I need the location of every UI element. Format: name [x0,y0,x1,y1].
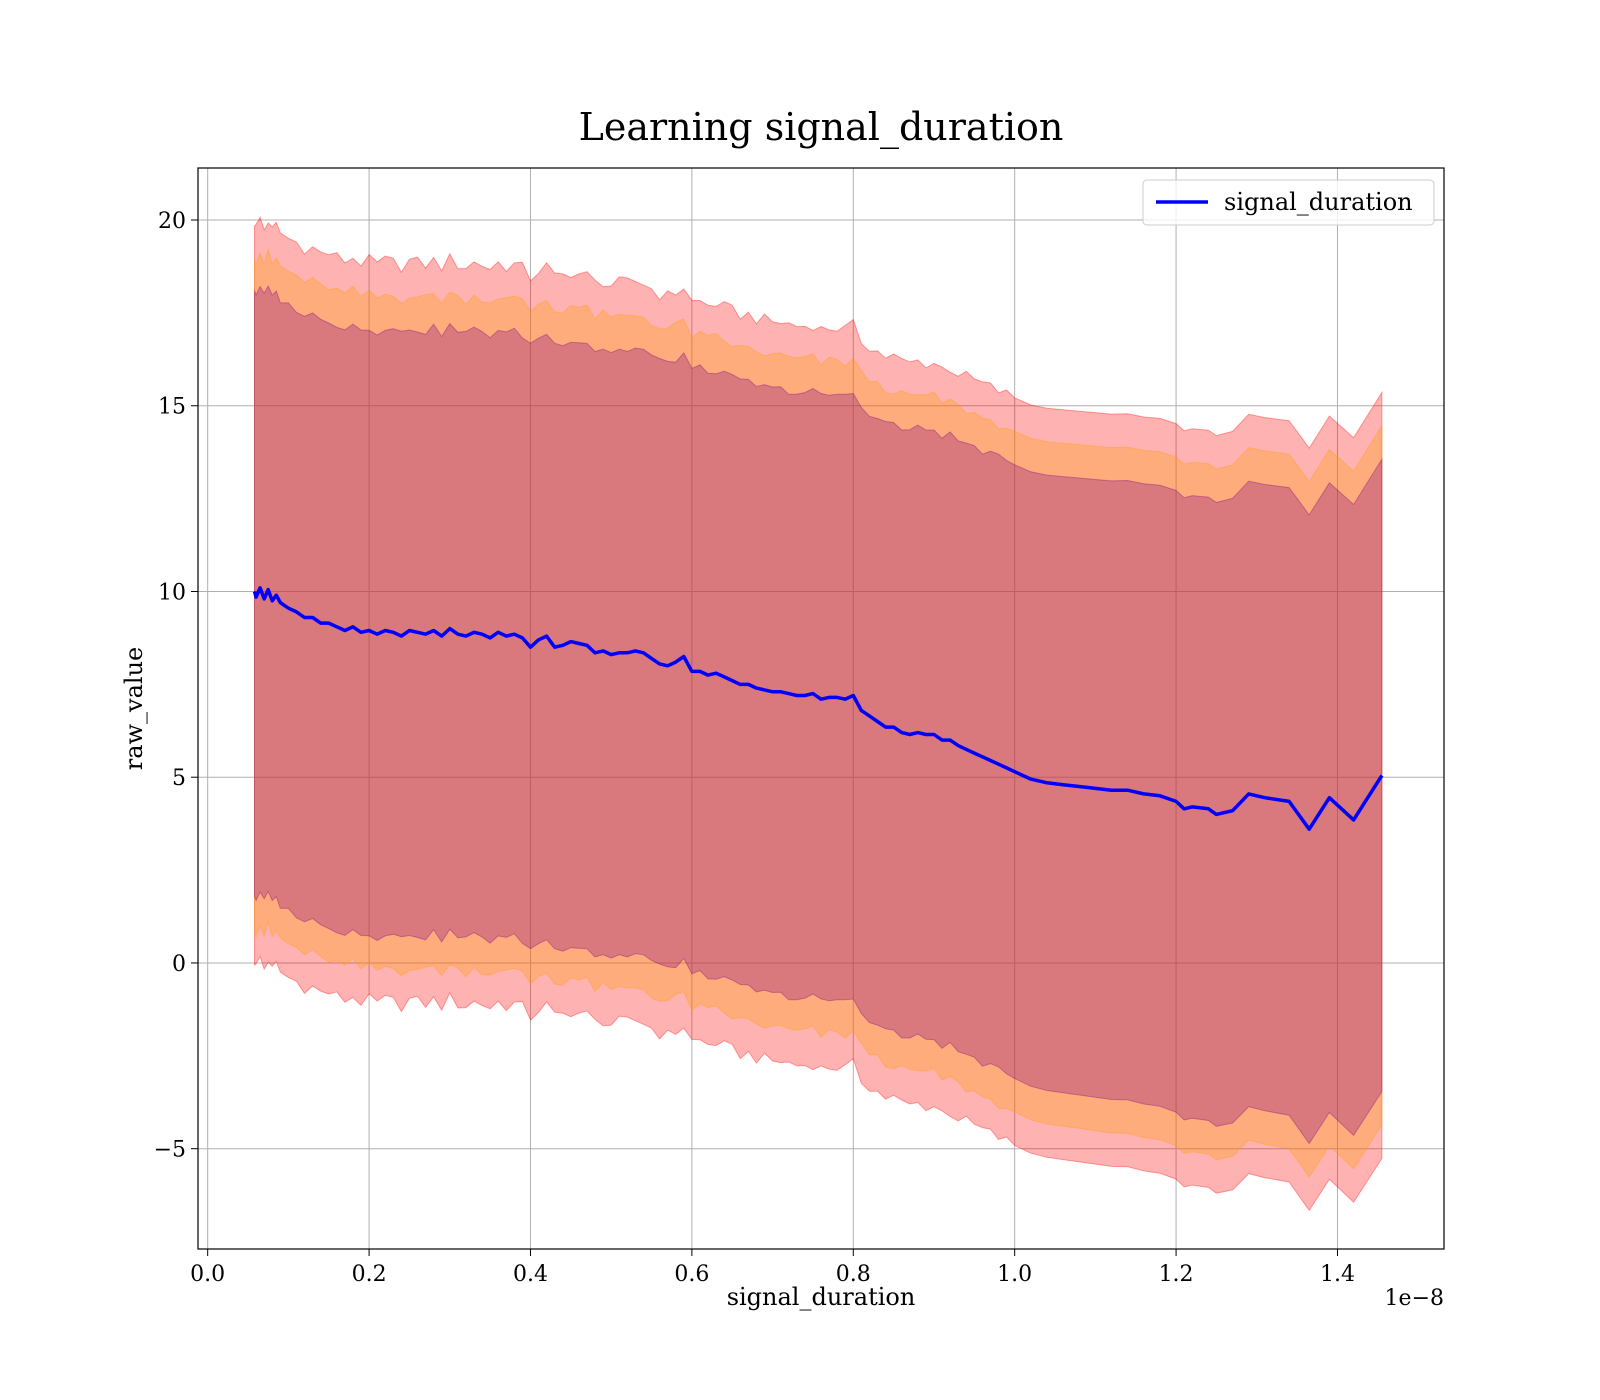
y-tick-label-4: 15 [158,395,186,420]
grid [198,168,1444,1249]
legend-label-signal-duration: signal_duration [1224,188,1413,216]
y-axis-label: raw_value [120,647,148,771]
series-lines [252,586,1384,831]
series-line-signal-duration [252,586,1384,831]
band-inner [254,284,1383,1145]
y-axis-ticks: −5 0 5 10 15 20 [154,209,198,1163]
x-axis-offset-label: 1e−8 [1385,1286,1444,1311]
y-tick-label-5: 20 [158,209,186,234]
x-tick-label-6: 1.2 [1159,1262,1194,1287]
x-tick-label-7: 1.4 [1320,1262,1355,1287]
confidence-bands [254,216,1383,1212]
y-tick-label-3: 10 [158,580,186,605]
legend: signal_duration [1142,179,1435,226]
x-tick-label-0: 0.0 [190,1262,225,1287]
x-tick-label-4: 0.8 [836,1262,871,1287]
x-tick-label-2: 0.4 [513,1262,548,1287]
y-tick-label-1: 0 [172,952,186,977]
y-tick-label-2: 5 [172,766,186,791]
band-outer [254,216,1383,1212]
band-middle [254,247,1383,1178]
x-tick-label-5: 1.0 [997,1262,1032,1287]
legend-box [1142,179,1435,226]
plot-frame [197,167,1445,1250]
y-tick-label-0: −5 [154,1138,186,1163]
x-tick-label-3: 0.6 [674,1262,709,1287]
x-axis-ticks: 0.0 0.2 0.4 0.6 0.8 1.0 1.2 1.4 [190,1249,1355,1287]
chart-title: Learning signal_duration [579,105,1064,150]
x-tick-label-1: 0.2 [352,1262,387,1287]
x-axis-label: signal_duration [727,1283,916,1311]
